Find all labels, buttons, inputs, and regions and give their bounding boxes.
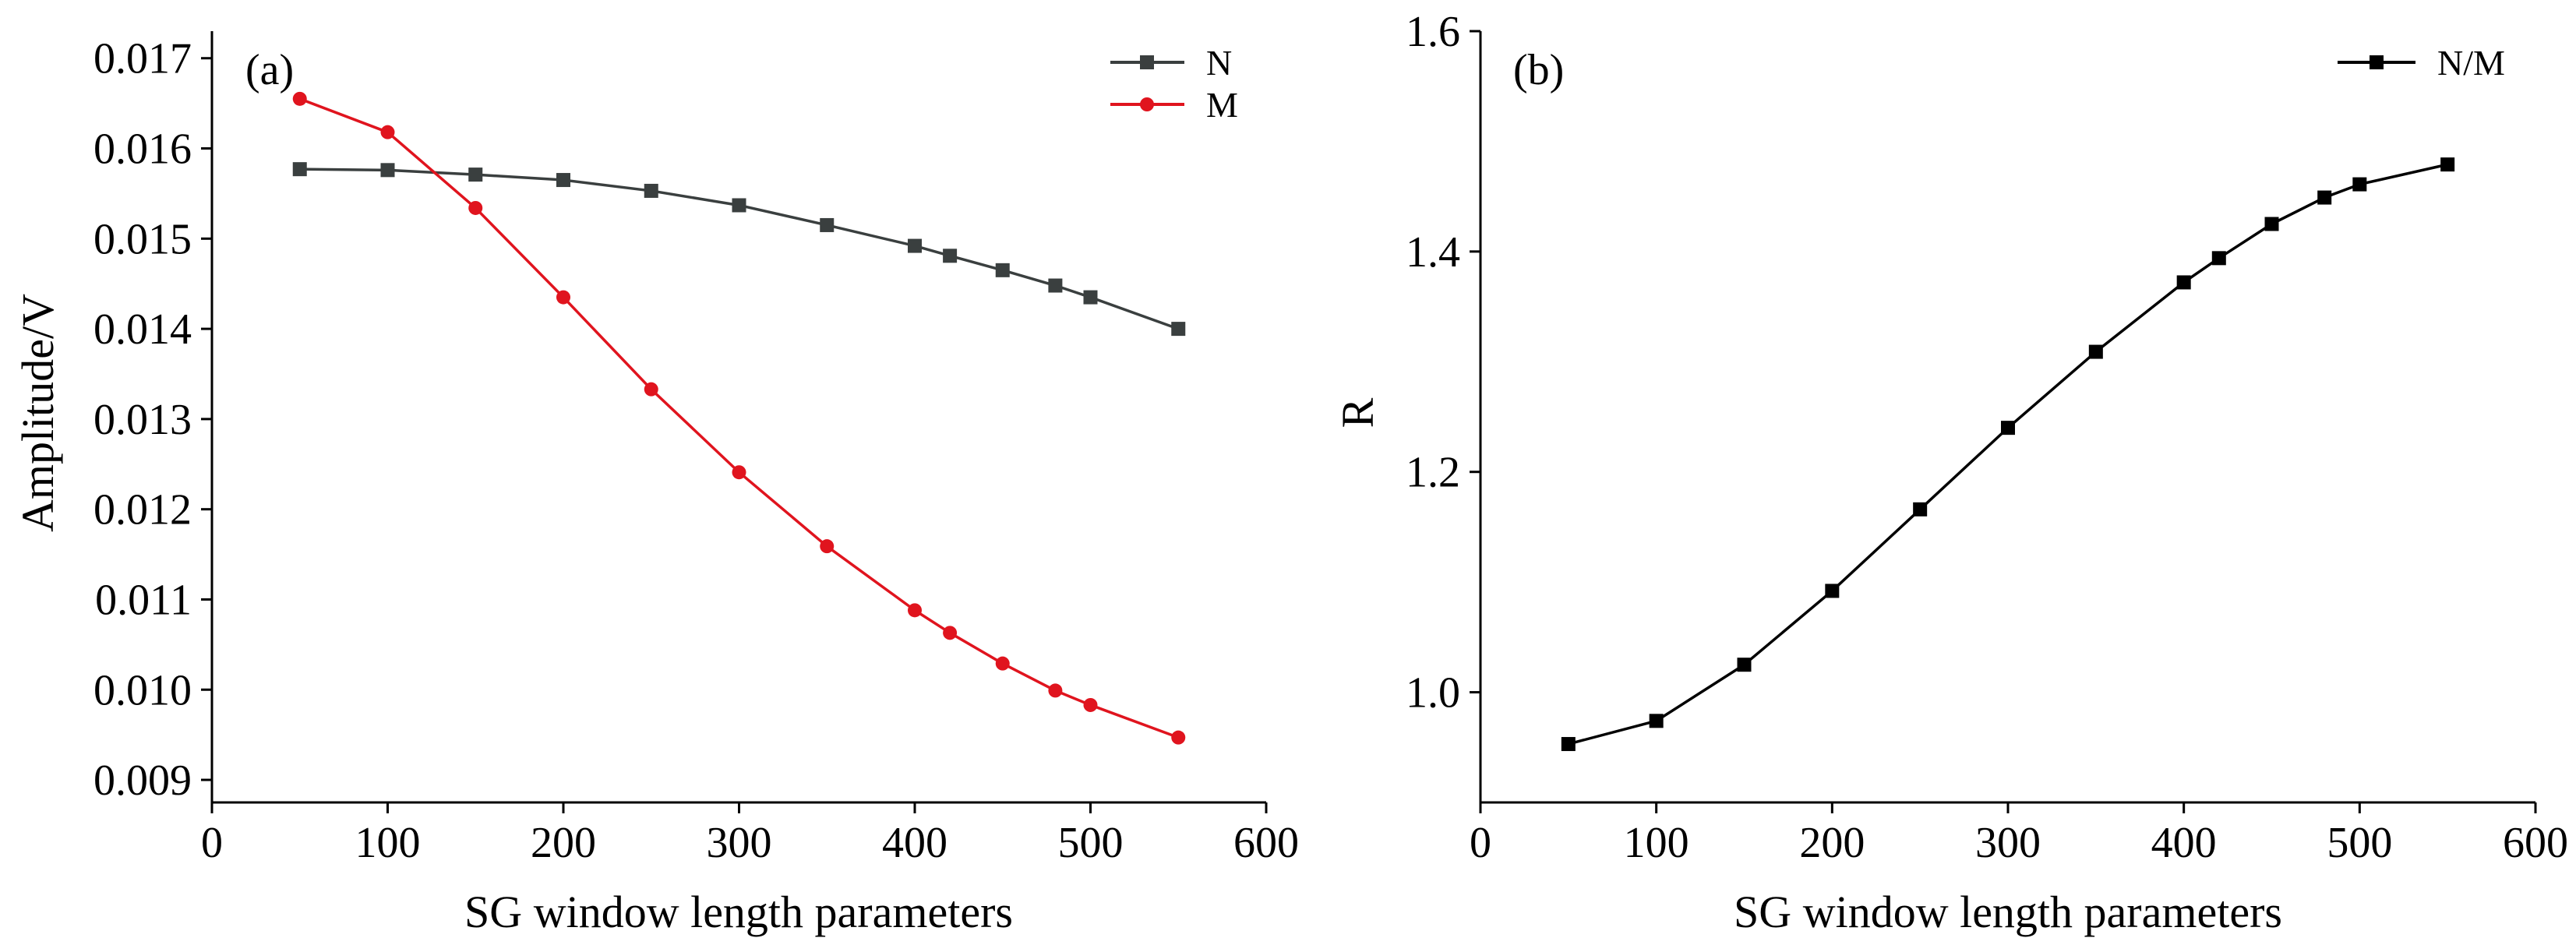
data-point-m [1171, 730, 1186, 745]
panel-a-y-tick-label: 0.010 [94, 666, 192, 714]
panel-a-y-tick-label: 0.017 [94, 35, 192, 83]
data-point-m [995, 656, 1010, 671]
panel-a-x-tick-label: 0 [201, 819, 223, 867]
panel-b-y-axis-title: R [1332, 397, 1383, 428]
data-point-n-m [2088, 344, 2103, 359]
panel-a-y-axis-title: Amplitude/V [12, 294, 63, 532]
panel-b-y-tick-label: 1.6 [1406, 8, 1460, 56]
data-point-n [292, 162, 307, 177]
data-point-n-m [2264, 217, 2279, 231]
legend-marker-m [1140, 97, 1154, 111]
panel-b-x-tick-label: 400 [2151, 819, 2217, 867]
series-line-n-m [1568, 163, 2448, 746]
panel-a-amplitude-chart: 0 100 200 300 400 500 600 0.009 0.010 0.011 0.012 0… [12, 31, 1299, 937]
data-point-m [1083, 697, 1098, 712]
legend-label-m: M [1206, 85, 1238, 125]
legend-label-n: N [1206, 43, 1232, 83]
legend-marker-n [1140, 55, 1154, 69]
panel-a-x-tick-label: 500 [1058, 819, 1124, 867]
legend-label-nm: N/M [2437, 43, 2505, 83]
data-point-m [820, 539, 835, 554]
panel-b-x-tick-label: 200 [1799, 819, 1865, 867]
data-point-n-m [2352, 177, 2367, 192]
series-line-m [299, 97, 1179, 739]
panel-a-y-tick-label: 0.014 [94, 305, 192, 354]
panel-b-legend: N/M [2338, 43, 2505, 83]
data-point-n [380, 163, 395, 178]
data-point-n [995, 263, 1010, 277]
data-point-n [943, 249, 958, 263]
data-point-n [732, 198, 746, 213]
data-point-n-m [2440, 157, 2455, 172]
panel-a-label: (a) [245, 46, 294, 94]
panel-a-y-tick-label: 0.015 [94, 215, 192, 263]
data-point-m [292, 91, 307, 106]
data-point-m [732, 465, 746, 480]
series-line-n [299, 167, 1179, 330]
panel-b-x-tick-label: 0 [1470, 819, 1491, 867]
data-point-n [820, 217, 835, 232]
panel-b-x-tick-label: 300 [1975, 819, 2041, 867]
data-point-n-m [1649, 714, 1664, 728]
data-point-n-m [1913, 502, 1928, 517]
data-point-m [380, 125, 395, 139]
panel-a-y-tick-label: 0.013 [94, 396, 192, 444]
panel-a-x-tick-label: 100 [355, 819, 421, 867]
panel-a-x-tick-label: 300 [707, 819, 772, 867]
panel-b-x-tick-label: 500 [2327, 819, 2392, 867]
panel-a-x-tick-label: 600 [1233, 819, 1299, 867]
data-point-m [644, 382, 658, 397]
panel-a-x-tick-label: 400 [882, 819, 947, 867]
data-point-m [468, 200, 483, 215]
panel-a-x-tick-label: 200 [531, 819, 596, 867]
data-point-n-m [2317, 190, 2332, 205]
panel-a-y-tick-label: 0.012 [94, 486, 192, 534]
data-point-n [1048, 278, 1063, 293]
data-point-n-m [2001, 421, 2015, 435]
data-point-n [908, 238, 922, 253]
panel-b-x-axis-title: SG window length parameters [1734, 887, 2282, 937]
data-point-n [468, 167, 483, 182]
panel-b-label: (b) [1513, 46, 1564, 94]
data-point-n-m [2176, 275, 2191, 290]
data-point-n [1083, 290, 1098, 305]
data-point-n-m [1737, 658, 1752, 672]
panel-b-y-tick-label: 1.4 [1406, 228, 1460, 277]
panel-a-x-axis-title: SG window length parameters [464, 887, 1013, 937]
data-point-n [556, 173, 570, 188]
panel-a-y-tick-label: 0.016 [94, 125, 192, 174]
panel-b-ratio-chart: 0 100 200 300 400 500 600 1.0 1.2 1.4 1.6 (b) SG w… [1332, 8, 2568, 937]
panel-a-y-tick-label: 0.011 [95, 576, 192, 624]
panel-a-legend: N M [1110, 43, 1238, 125]
panel-b-y-tick-label: 1.0 [1406, 669, 1460, 718]
data-point-m [1048, 683, 1063, 698]
data-point-m [943, 626, 958, 640]
data-point-n-m [2211, 251, 2226, 266]
legend-marker-nm [2370, 55, 2384, 69]
data-point-n-m [1561, 737, 1576, 752]
data-point-n-m [1825, 584, 1840, 598]
data-point-n [644, 183, 658, 198]
panel-b-plot-area: 0 100 200 300 400 500 600 1.0 1.2 1.4 1.6 [1406, 8, 2568, 867]
panel-a-y-tick-label: 0.009 [94, 756, 192, 805]
data-point-m [556, 290, 570, 305]
data-point-n [1171, 322, 1186, 337]
panel-b-x-tick-label: 600 [2503, 819, 2568, 867]
panel-b-x-tick-label: 100 [1624, 819, 1689, 867]
panel-b-y-tick-label: 1.2 [1406, 449, 1460, 497]
panel-a-plot-area: 0 100 200 300 400 500 600 0.009 0.010 0.011 0.012 0… [94, 31, 1299, 867]
data-point-m [908, 603, 922, 618]
